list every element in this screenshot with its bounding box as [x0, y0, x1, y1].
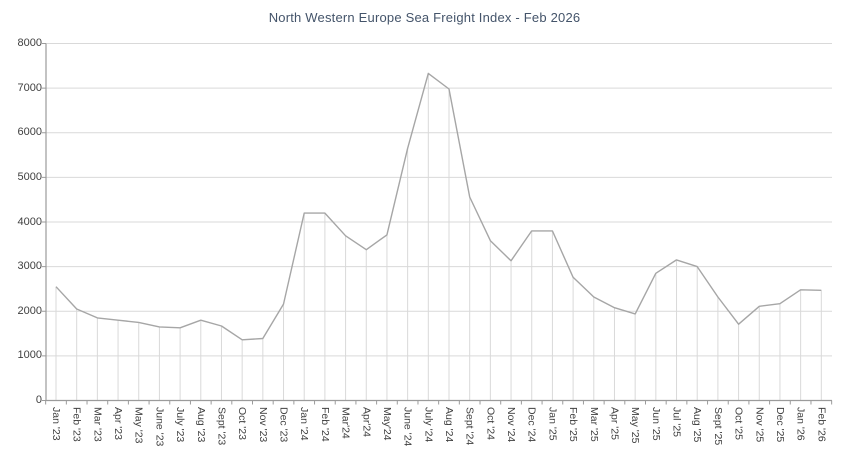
gridlines-group — [46, 43, 832, 357]
x-axis-label: Mar '25 — [587, 406, 600, 442]
x-axis-label: Oct '23 — [236, 406, 249, 440]
y-axis-label: 7000 — [17, 81, 42, 94]
x-axis-label: Feb '23 — [70, 406, 83, 442]
x-axis-label: Feb '24 — [318, 406, 331, 442]
x-axis-label: Apr '25 — [608, 406, 621, 440]
x-axis-label: Oct '25 — [732, 406, 745, 440]
x-axis-label: Feb '26 — [815, 406, 828, 442]
y-axis-label: 0 — [35, 394, 42, 406]
x-axis-label: Mar '23 — [91, 406, 104, 442]
x-axis-label: Jan '26 — [794, 406, 807, 441]
x-axis-label: Apr'24 — [360, 406, 373, 437]
x-axis-label: Sept '23 — [215, 406, 228, 445]
x-axis-label: Oct '24 — [484, 406, 497, 440]
x-axis-label: Jan '23 — [50, 406, 62, 441]
x-axis-label: Aug '25 — [691, 406, 704, 442]
x-axis-label: Jan '25 — [546, 406, 559, 441]
x-axis-label: May '25 — [629, 406, 642, 443]
x-axis-label: Nov '25 — [753, 406, 766, 442]
x-axis-label: May'24 — [380, 406, 393, 441]
x-axis-label: Aug '23 — [194, 406, 207, 442]
x-axis-label: July '23 — [174, 406, 187, 442]
x-axis-label: Mar'24 — [339, 406, 352, 439]
series-line — [55, 72, 822, 341]
x-axis-label: June '23 — [153, 406, 166, 446]
x-axis-label: Aug '24 — [442, 406, 455, 442]
y-axis-label: 8000 — [17, 37, 42, 49]
x-axis-label: Dec '23 — [277, 406, 290, 442]
y-axis-label: 2000 — [17, 304, 42, 317]
x-axis-label: Apr '23 — [112, 406, 125, 440]
y-axis-label: 6000 — [17, 126, 42, 139]
axes-group — [42, 43, 833, 405]
x-axis-label: Jan '24 — [298, 406, 311, 441]
x-axis-label: June '24 — [401, 406, 414, 446]
x-axis-label: Sept '25 — [711, 406, 724, 445]
x-axis-label: Jun '25 — [649, 406, 662, 441]
x-axis-label: July '24 — [422, 406, 435, 442]
x-axis-label: Nov '24 — [505, 406, 518, 442]
x-axis-label: Feb '25 — [567, 406, 580, 442]
x-axis-label: May '23 — [132, 406, 145, 443]
x-axis-label: Dec '24 — [525, 406, 538, 442]
series-group — [55, 72, 822, 341]
y-axis-label: 5000 — [17, 170, 42, 183]
x-axis-label: Nov '23 — [256, 406, 269, 442]
chart-title: North Western Europe Sea Freight Index -… — [268, 10, 581, 25]
drop-lines-group — [55, 73, 822, 401]
x-axis-label: Jul '25 — [670, 406, 683, 437]
x-axis-label: Sept '24 — [463, 406, 476, 445]
y-axis-label: 1000 — [17, 349, 42, 362]
y-axis-label: 3000 — [17, 260, 42, 273]
x-axis-label: Dec '25 — [773, 406, 786, 442]
y-axis-label: 4000 — [17, 215, 42, 228]
